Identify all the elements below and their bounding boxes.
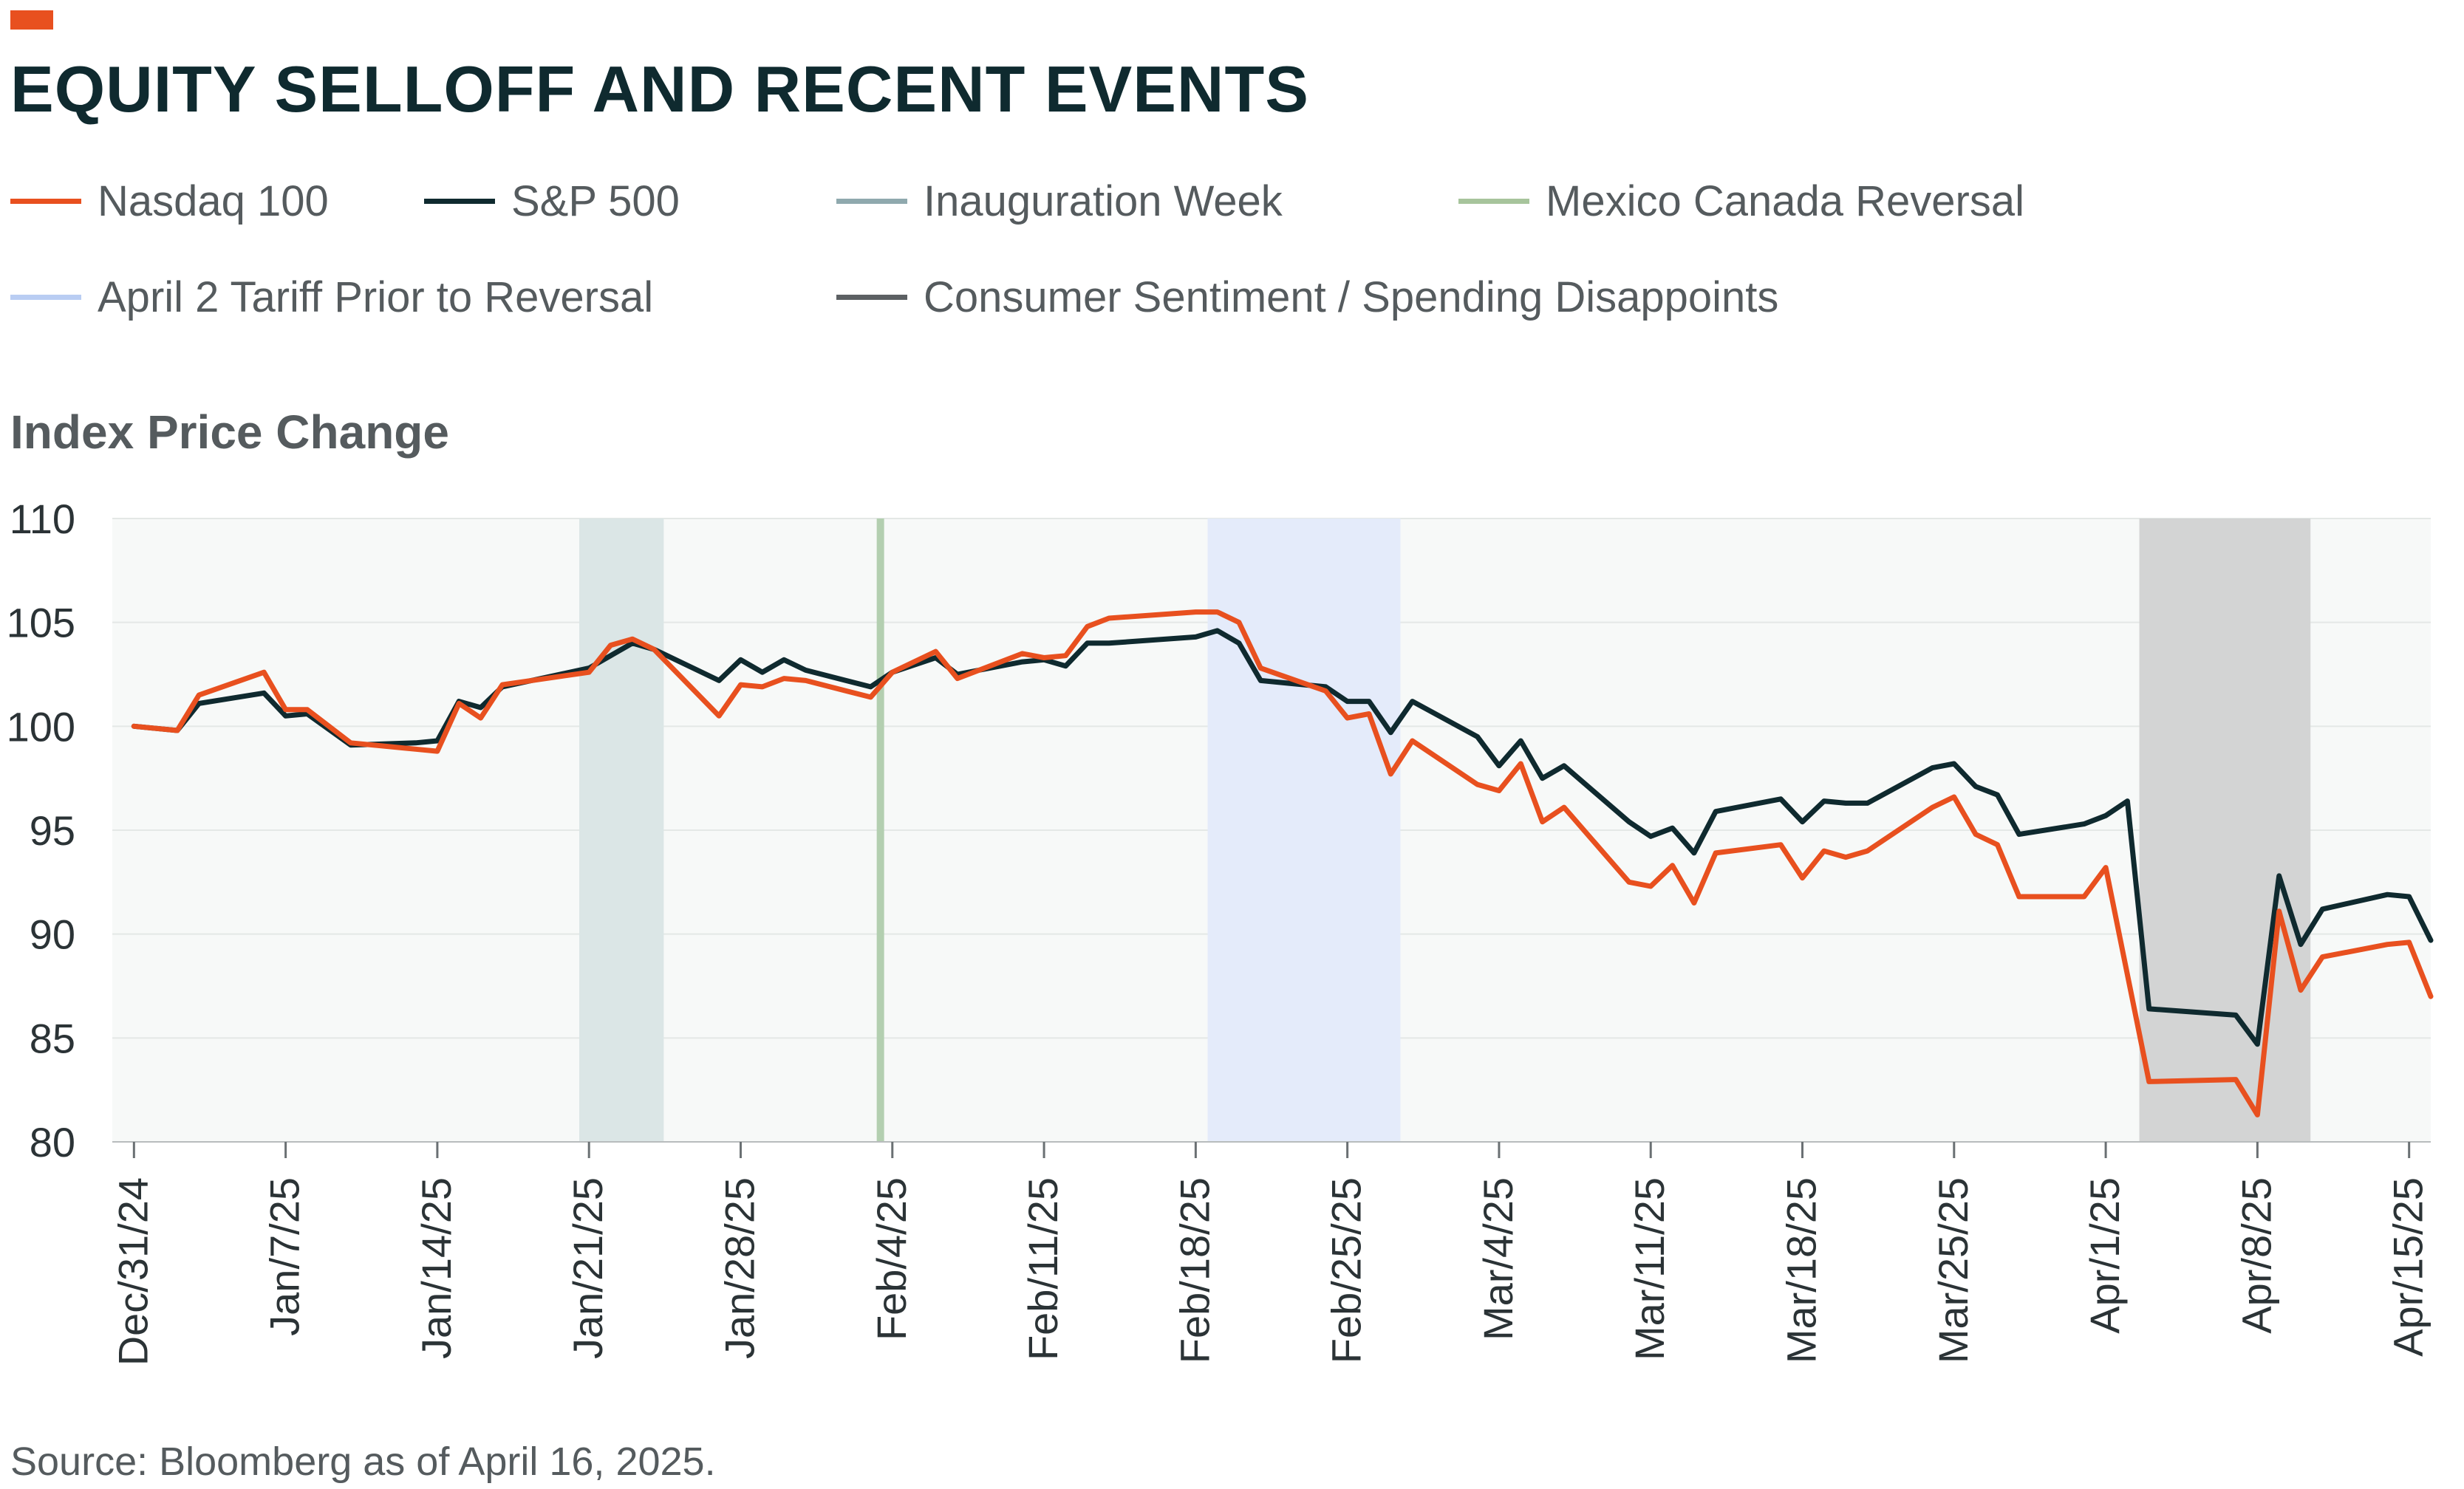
legend-item-nasdaq: Nasdaq 100 [10,171,329,230]
x-tick-label-4: Jan/28/25 [716,1177,762,1359]
legend-swatch-mexico-canada [1458,198,1529,204]
x-tick-label-12: Mar/25/25 [1930,1177,1976,1363]
x-tick-label-1: Jan/7/25 [262,1177,308,1336]
chart-title: EQUITY SELLOFF AND RECENT EVENTS [10,52,1309,126]
x-tick-label-13: Apr/1/25 [2081,1177,2128,1334]
legend-label-sp500: S&P 500 [511,177,680,225]
x-tick-label-8: Feb/25/25 [1323,1177,1370,1363]
event-band-consumer-sentiment-spending-disappoints [2139,518,2311,1142]
x-tick-label-10: Mar/11/25 [1626,1177,1673,1360]
x-tick-label-7: Feb/18/25 [1171,1177,1218,1363]
y-tick-label-110: 110 [10,496,75,542]
event-line-mexico-canada-reversal [876,518,884,1142]
legend-swatch-inauguration-week [836,198,907,204]
y-tick-label-90: 90 [30,911,75,958]
accent-bar [10,10,53,30]
legend: Nasdaq 100 S&P 500 Inauguration Week Mex… [10,171,2448,341]
series-line-nasdaq-100 [131,609,2434,1117]
x-tick-label-6: Feb/11/25 [1020,1177,1066,1360]
legend-item-sp500: S&P 500 [424,171,680,230]
legend-swatch-april-2-tariff [10,294,81,300]
legend-label-nasdaq: Nasdaq 100 [98,177,329,225]
legend-swatch-consumer-sentiment [836,294,907,300]
y-tick-label-100: 100 [7,703,75,750]
source-note: Source: Bloomberg as of April 16, 2025. [10,1440,716,1484]
y-tick-label-95: 95 [30,807,75,854]
legend-swatch-nasdaq [10,198,81,204]
legend-swatch-sp500 [424,198,495,204]
x-tick-label-15: Apr/15/25 [2385,1177,2431,1357]
legend-item-inauguration-week: Inauguration Week [836,171,1283,230]
x-tick-label-3: Jan/21/25 [564,1177,611,1359]
legend-label-inauguration-week: Inauguration Week [924,177,1283,225]
legend-label-april-2-tariff: April 2 Tariff Prior to Reversal [98,273,654,321]
x-tick-label-5: Feb/4/25 [868,1177,915,1341]
y-tick-label-105: 105 [7,600,75,646]
y-tick-label-80: 80 [30,1119,75,1165]
event-band-inauguration-week [579,518,664,1142]
y-tick-label-85: 85 [30,1015,75,1061]
x-tick-label-0: Dec/31/24 [109,1177,156,1366]
x-tick-label-14: Apr/8/25 [2233,1177,2279,1334]
legend-label-mexico-canada: Mexico Canada Reversal [1546,177,2024,225]
legend-item-april-2-tariff: April 2 Tariff Prior to Reversal [10,267,653,326]
event-band-april-2-tariff-prior-to-reversal [1207,518,1401,1142]
y-axis-title: Index Price Change [10,405,449,459]
legend-item-mexico-canada: Mexico Canada Reversal [1458,171,2024,230]
x-tick-label-9: Mar/4/25 [1475,1177,1521,1341]
x-tick-label-11: Mar/18/25 [1778,1177,1825,1363]
legend-item-consumer-sentiment: Consumer Sentiment / Spending Disappoint… [836,267,1778,326]
legend-label-consumer-sentiment: Consumer Sentiment / Spending Disappoint… [924,273,1779,321]
x-tick-label-2: Jan/14/25 [413,1177,460,1359]
